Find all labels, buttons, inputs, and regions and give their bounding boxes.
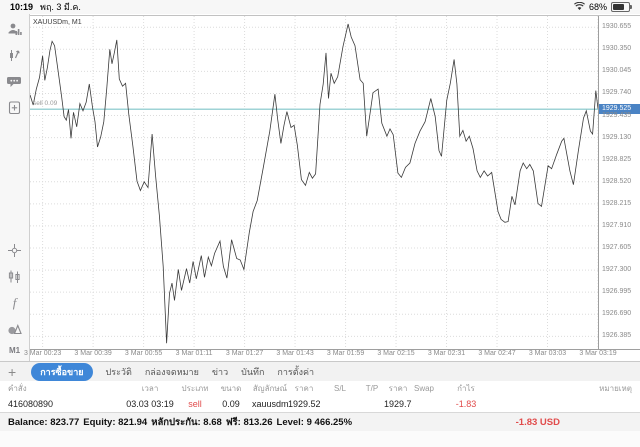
crosshair-icon[interactable]	[7, 242, 23, 258]
objects-icon[interactable]	[7, 320, 23, 336]
chart-symbol-label: XAUUSDm, M1	[33, 19, 82, 26]
chart-toolbar: f M1	[0, 14, 30, 361]
trade-icon[interactable]	[7, 47, 23, 63]
free-margin-value: ฟรี: 813.26	[225, 416, 273, 428]
price-axis-label: 1930.045	[602, 67, 632, 75]
time-axis-label: 3 Mar 00:55	[124, 350, 163, 357]
price-axis-label: 1927.910	[602, 221, 632, 229]
price-chart[interactable]: XAUUSDm, M1 sell 0.09	[30, 16, 598, 349]
current-price-tag: 1929.525	[599, 104, 640, 115]
time-axis-label: 3 Mar 02:47	[478, 350, 516, 357]
quotes-icon[interactable]	[7, 21, 23, 37]
price-axis-label: 1926.385	[602, 332, 632, 340]
col-order: คำสั่ง	[8, 383, 27, 393]
time-axis-label: 3 Mar 03:19	[579, 350, 617, 357]
equity-value: Equity: 821.94	[83, 416, 148, 428]
price-axis-label: 1927.605	[602, 244, 632, 251]
tab-mailbox[interactable]: กล่องจดหมาย	[144, 366, 199, 377]
order-symbol: xauusdm	[252, 398, 288, 409]
order-type: sell	[188, 398, 202, 409]
price-axis-label: 1929.130	[602, 133, 632, 141]
col-time: เวลา	[141, 383, 159, 393]
time-axis-label: 3 Mar 00:39	[74, 350, 112, 357]
bottom-safe-area	[0, 431, 640, 447]
order-open-price: 1929.522	[288, 398, 320, 409]
time-axis-label: 3 Mar 00:23	[23, 350, 62, 357]
tab-settings[interactable]: การตั้งค่า	[277, 366, 315, 377]
price-axis-label: 1929.740	[602, 89, 632, 97]
status-bar: 10:19 พฤ. 3 มี.ค. 68%	[0, 0, 640, 14]
timeframe-button[interactable]: M1	[8, 346, 21, 355]
col-sl: S/L	[333, 383, 346, 393]
tab-journal[interactable]: บันทึก	[241, 366, 265, 377]
time-axis: 3 Mar 00:23 3 Mar 00:39 3 Mar 00:55 3 Mar 0…	[24, 349, 640, 361]
tab-history[interactable]: ประวัติ	[105, 366, 132, 377]
col-size: ขนาด	[220, 383, 242, 393]
order-size: 0.09	[222, 398, 240, 409]
chart-area: XAUUSDm, M1 sell 0.09 1929.525 1930.655 1…	[30, 15, 640, 350]
order-time: 03.03 03:19	[126, 398, 174, 409]
time-axis-label: 3 Mar 02:31	[427, 350, 466, 357]
bottom-tab-bar: + การซื้อขาย ประวัติ กล่องจดหมาย ข่าว บั…	[0, 361, 640, 381]
col-comment: หมายเหตุ	[599, 383, 632, 393]
order-profit: -1.83	[455, 398, 477, 409]
time-axis-label: 3 Mar 03:03	[528, 350, 567, 357]
battery-icon	[611, 2, 632, 12]
price-axis-label: 1930.350	[602, 45, 632, 53]
col-symbol: สัญลักษณ์	[252, 383, 288, 393]
chat-icon[interactable]	[7, 73, 23, 89]
floating-profit: -1.83 USD	[515, 416, 560, 428]
col-open-price: ราคา	[294, 383, 314, 393]
margin-value: หลักประกัน: 8.68	[151, 416, 222, 428]
account-summary-bar: Balance: 823.77 Equity: 821.94 หลักประกั…	[0, 412, 640, 431]
balance-value: Balance: 823.77	[8, 416, 80, 428]
order-row[interactable]: 416080890 03.03 03:19 sell 0.09 xauusdm …	[0, 395, 640, 413]
price-axis-label: 1930.655	[602, 23, 632, 31]
chart-canvas	[30, 16, 598, 349]
time-axis-label: 3 Mar 02:15	[377, 350, 415, 357]
col-type: ประเภท	[181, 383, 209, 393]
orders-table-header: คำสั่ง เวลา ประเภท ขนาด สัญลักษณ์ ราคา S…	[0, 381, 640, 396]
sell-position-label: sell 0.09	[33, 100, 58, 108]
price-axis-label: 1928.215	[602, 199, 632, 207]
order-id: 416080890	[8, 398, 54, 409]
time-axis-label: 3 Mar 01:43	[276, 350, 314, 357]
indicators-icon[interactable]: f	[12, 294, 17, 310]
chart-type-icon[interactable]	[7, 268, 23, 284]
battery-percent: 68%	[588, 2, 607, 12]
add-order-button[interactable]: +	[8, 363, 17, 380]
time-axis-label: 3 Mar 01:27	[225, 350, 264, 357]
price-axis-label: 1928.520	[602, 177, 632, 185]
price-axis-label: 1926.690	[602, 310, 632, 318]
order-current-price: 1929.725	[384, 398, 412, 409]
col-current-price: ราคา	[388, 383, 408, 393]
new-order-icon[interactable]	[7, 99, 23, 115]
time-axis-label: 3 Mar 01:59	[326, 350, 365, 357]
time-axis-label: 3 Mar 01:11	[175, 350, 213, 357]
margin-level-value: Level: 9 466.25%	[276, 416, 353, 428]
price-axis-label: 1927.300	[602, 266, 632, 274]
price-axis-label: 1928.825	[602, 155, 632, 163]
price-axis-label: 1929.435	[602, 111, 632, 119]
wifi-icon	[574, 1, 585, 13]
price-axis-label: 1926.995	[602, 288, 632, 296]
col-swap: Swap	[413, 383, 434, 393]
col-tp: T/P	[365, 383, 379, 393]
status-date: พฤ. 3 มี.ค.	[40, 2, 81, 12]
price-axis: 1929.525 1930.655 1930.350 1930.045 1929.74…	[598, 16, 640, 349]
clock: 10:19	[10, 2, 34, 12]
tab-trade[interactable]: การซื้อขาย	[31, 362, 93, 381]
col-profit: กำไร	[457, 383, 475, 393]
tab-news[interactable]: ข่าว	[211, 366, 229, 377]
